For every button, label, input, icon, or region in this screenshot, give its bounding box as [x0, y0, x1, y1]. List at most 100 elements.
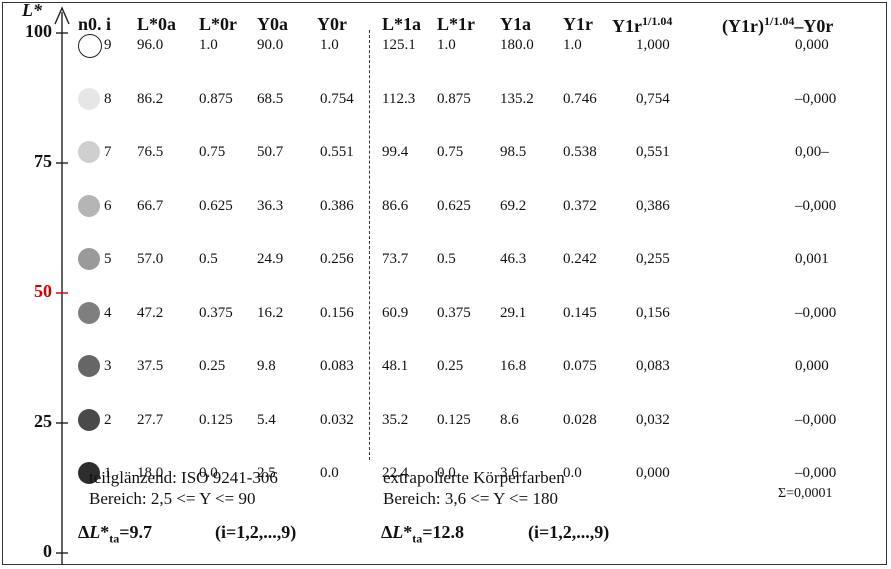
cell-l1r: 1.0 [437, 37, 456, 53]
gray-sample-circle [78, 34, 102, 58]
cell-l0a: 96.0 [137, 37, 164, 53]
cell-diff: 0,001 [795, 251, 829, 267]
column-header: L*1r [437, 14, 475, 34]
cell-y0r: 0.754 [320, 90, 354, 107]
cell-l0r: 0.5 [199, 251, 218, 267]
cell-l1a: 112.3 [382, 90, 416, 107]
cell-l1a: 99.4 [382, 144, 409, 160]
cell-y0a: 9.8 [257, 358, 276, 374]
cell-l0r: 0.0 [199, 465, 218, 481]
row-index: 3 [104, 358, 112, 374]
column-header: n0. i [78, 14, 112, 34]
cell-l0a: 47.2 [137, 304, 164, 321]
cell-y1rp: 1,000 [636, 37, 670, 53]
delta-left: ΔL*ta=9.7 [78, 522, 153, 546]
axis-tick-label: 50 [34, 281, 52, 301]
cell-l0a: 57.0 [137, 251, 164, 267]
cell-y0a: 16.2 [257, 304, 284, 321]
cell-l1r: 0.625 [437, 197, 471, 214]
cell-y0a: 2.5 [257, 465, 276, 481]
axis-arrow-icon [54, 6, 70, 25]
gray-sample-circle [78, 301, 100, 324]
cell-l0a: 27.7 [137, 411, 164, 428]
cell-y1a: 69.2 [500, 197, 527, 214]
cell-y1a: 180.0 [500, 37, 534, 53]
cell-y1a: 3.6 [500, 465, 519, 481]
cell-l1a: 86.6 [382, 197, 409, 214]
cell-y1rp: 0,156 [636, 304, 670, 321]
cell-l0a: 37.5 [137, 358, 164, 374]
gray-sample-circle [78, 408, 100, 431]
column-header: Y1r1/1.04 [612, 14, 673, 36]
cell-y1r: 0.372 [563, 197, 597, 214]
cell-l0r: 0.125 [199, 411, 233, 428]
cell-l1a: 22.4 [382, 465, 409, 481]
cell-y1rp: 0,754 [636, 90, 670, 107]
cell-l1r: 0.5 [437, 251, 456, 267]
row-index: 2 [104, 411, 112, 428]
column-header: Y1r [563, 14, 593, 34]
row-index: 5 [104, 251, 112, 267]
cell-y1a: 8.6 [500, 411, 519, 428]
row-index: 1 [104, 465, 112, 481]
cell-l1r: 0.0 [437, 465, 456, 481]
cell-l1r: 0.875 [437, 90, 471, 107]
cell-l0r: 0.75 [199, 144, 226, 160]
cell-l0a: 86.2 [137, 90, 164, 107]
cell-l1a: 60.9 [382, 304, 409, 321]
cell-y1rp: 0,000 [636, 465, 670, 481]
gray-sample-circle [78, 194, 100, 217]
cell-y1a: 29.1 [500, 304, 527, 321]
cell-diff: 0,000 [795, 37, 829, 53]
cell-y0r: 1.0 [320, 37, 339, 53]
column-header: L*0r [199, 14, 237, 34]
cell-diff: –0,000 [795, 304, 837, 321]
gray-sample-circle [78, 248, 100, 270]
delta-right: ΔL*ta=12.8 [381, 522, 465, 546]
cell-l1a: 35.2 [382, 411, 409, 428]
cell-y1r: 0.746 [563, 90, 597, 107]
cell-diff: 0,00– [795, 144, 829, 160]
cell-y1rp: 0,551 [636, 144, 670, 160]
right-note-line2: Bereich: 3,6 <= Y <= 180 [383, 489, 558, 508]
gray-sample-circle [78, 87, 100, 110]
cell-y1r: 0.242 [563, 251, 597, 267]
table-separator [369, 30, 370, 460]
column-header: L*0a [137, 14, 177, 34]
cell-l1r: 0.125 [437, 411, 471, 428]
cell-l1a: 125.1 [382, 37, 416, 53]
cell-y0r: 0.156 [320, 304, 354, 321]
cell-y1a: 46.3 [500, 251, 527, 267]
cell-l0r: 0.875 [199, 90, 233, 107]
column-header: Y0r [317, 14, 347, 34]
cell-l1a: 73.7 [382, 251, 409, 267]
axis-tick-label: 100 [25, 21, 52, 41]
axis-tick-label: 0 [43, 541, 52, 561]
delta-right-range: (i=1,2,...,9) [528, 522, 610, 542]
column-header: Y1a [500, 14, 531, 34]
column-header: (Y1r)1/1.04–Y0r [722, 14, 834, 36]
axis-label: L* [22, 0, 42, 20]
cell-y1a: 98.5 [500, 144, 527, 160]
cell-y0a: 68.5 [257, 90, 284, 107]
cell-l0r: 0.375 [199, 304, 233, 321]
cell-y1r: 0.145 [563, 304, 597, 321]
cell-y1r: 1.0 [563, 37, 582, 53]
cell-y1rp: 0,083 [636, 358, 670, 374]
row-index: 9 [104, 37, 112, 53]
row-index: 4 [104, 304, 112, 321]
cell-y0a: 36.3 [257, 197, 284, 214]
cell-l0a: 66.7 [137, 197, 164, 214]
cell-l1r: 0.25 [437, 358, 464, 374]
cell-y1rp: 0,255 [636, 251, 670, 267]
cell-y0r: 0.0 [320, 465, 339, 481]
cell-y0r: 0.256 [320, 251, 354, 267]
cell-diff: –0,000 [795, 465, 837, 481]
cell-y0r: 0.551 [320, 144, 354, 160]
cell-y0r: 0.083 [320, 358, 354, 374]
column-header: L*1a [382, 14, 422, 34]
axis-tick-label: 25 [34, 411, 52, 431]
gray-sample-circle [78, 355, 100, 377]
